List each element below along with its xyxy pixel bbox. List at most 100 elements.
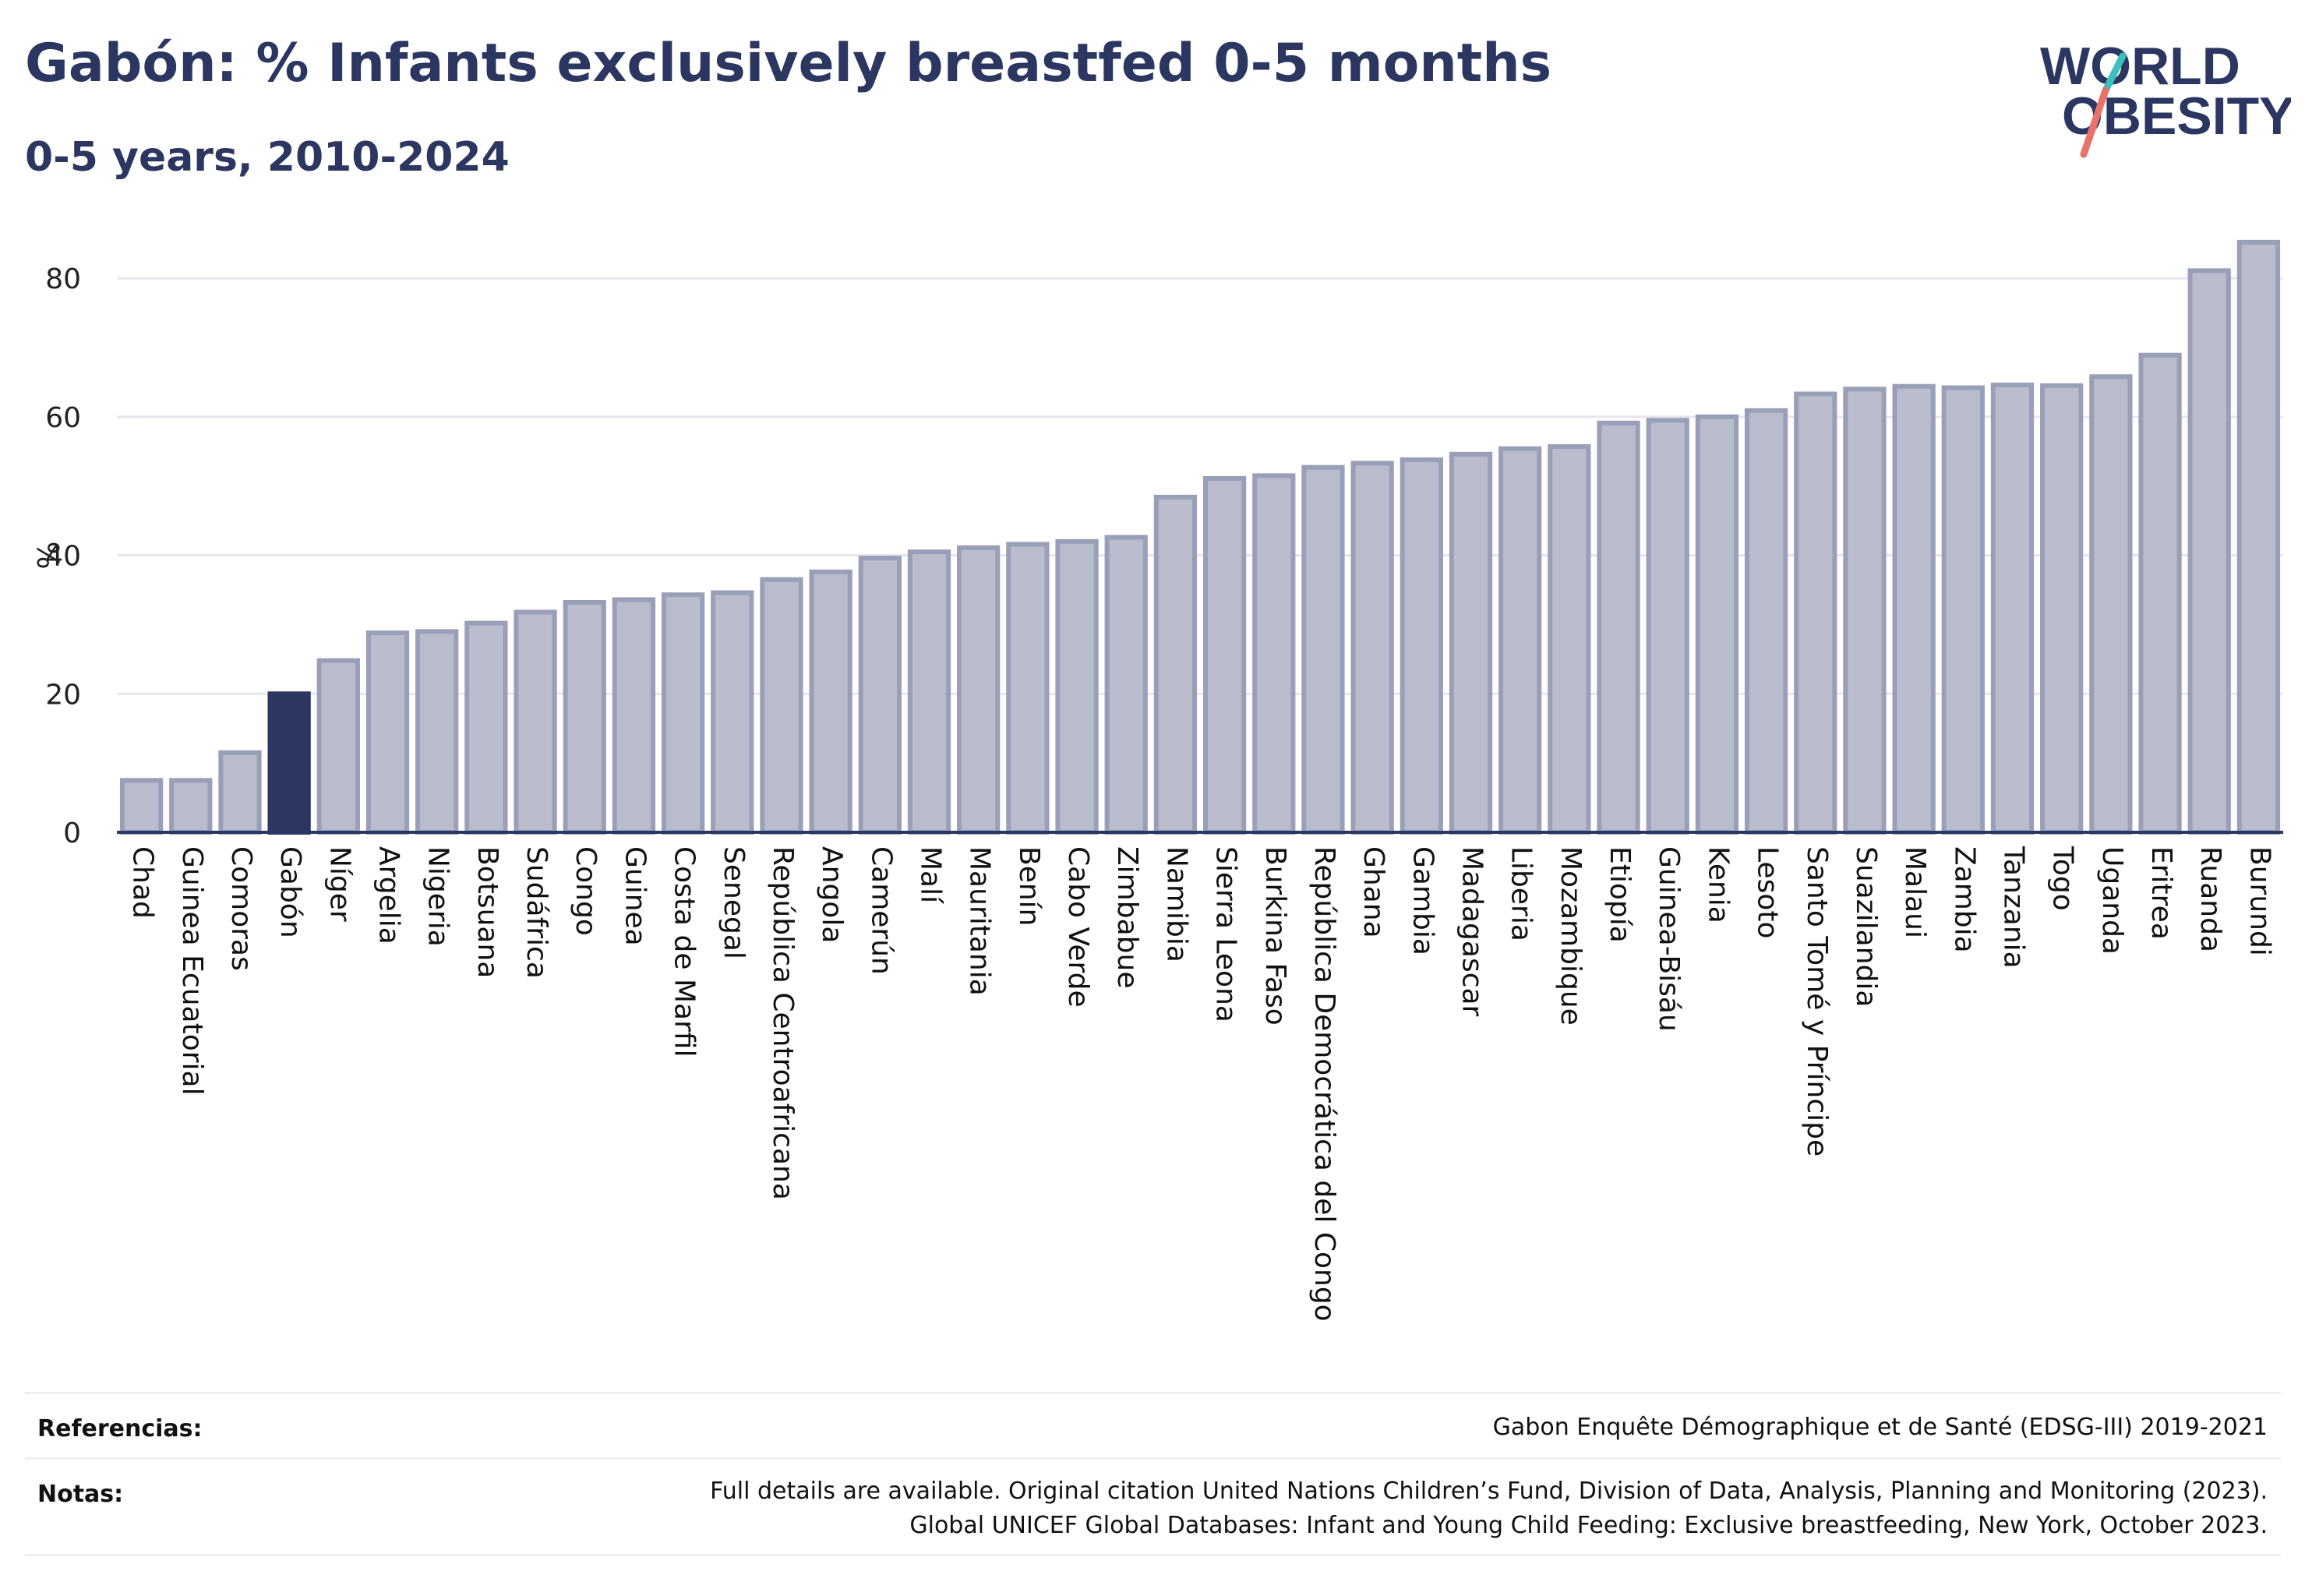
x-tick-label: Gambia bbox=[1407, 846, 1438, 955]
x-tick-label: Burundi bbox=[2243, 846, 2275, 956]
references-label: Referencias: bbox=[37, 1415, 203, 1442]
bar bbox=[316, 658, 360, 835]
x-tick-label: Costa de Marfil bbox=[669, 846, 701, 1058]
bar bbox=[1695, 414, 1739, 835]
x-tick-label: República Democrática del Congo bbox=[1308, 846, 1340, 1322]
bar bbox=[809, 569, 852, 835]
bar bbox=[1646, 418, 1689, 835]
y-tick-label: 40 bbox=[45, 541, 81, 573]
x-tick-label: Kenia bbox=[1702, 846, 1734, 923]
x-tick-label: Suazilandia bbox=[1850, 846, 1882, 1007]
notes-line-2: Global UNICEF Global Databases: Infant a… bbox=[909, 1512, 2268, 1539]
bar bbox=[563, 599, 606, 835]
x-tick-label: Guinea Ecuatorial bbox=[176, 846, 208, 1096]
bar bbox=[1548, 444, 1591, 835]
x-tick-label: Santo Tomé y Príncipe bbox=[1801, 846, 1833, 1156]
bar bbox=[1400, 457, 1443, 835]
bar bbox=[1104, 535, 1148, 835]
x-tick-label: Malí bbox=[915, 846, 947, 904]
bar bbox=[2138, 352, 2182, 835]
x-tick-label: Togo bbox=[2047, 846, 2079, 911]
bar bbox=[1597, 420, 1640, 835]
bar bbox=[365, 630, 410, 835]
x-tick-label: Benín bbox=[1013, 846, 1045, 926]
bar bbox=[1006, 542, 1050, 835]
bar bbox=[1301, 464, 1345, 835]
x-tick-label: Liberia bbox=[1505, 846, 1537, 941]
x-tick-label: Malaui bbox=[1899, 846, 1931, 938]
x-tick-label: Nigeria bbox=[422, 846, 454, 947]
bar bbox=[2236, 239, 2281, 835]
y-tick-label: 20 bbox=[45, 679, 81, 711]
x-tick-label: Tanzania bbox=[1998, 846, 2030, 969]
x-tick-label: Senegal bbox=[718, 846, 750, 959]
x-tick-label: Sudáfrica bbox=[521, 846, 552, 979]
footer-divider-top bbox=[25, 1392, 2281, 1394]
x-tick-label: Mauritania bbox=[964, 846, 996, 996]
x-tick-label: Gabón bbox=[274, 846, 306, 938]
bar bbox=[1252, 473, 1296, 835]
x-tick-label: Mozambique bbox=[1555, 846, 1587, 1026]
bar bbox=[169, 778, 213, 835]
bar bbox=[1892, 383, 1936, 835]
x-tick-label: Guinea-Bisáu bbox=[1653, 846, 1685, 1032]
bar bbox=[1449, 451, 1493, 835]
footer-divider-middle bbox=[25, 1457, 2281, 1460]
x-tick-label: Zambia bbox=[1948, 846, 1980, 953]
references-text: Gabon Enquête Démographique et de Santé … bbox=[1492, 1414, 2268, 1441]
x-tick-label: Cabo Verde bbox=[1062, 846, 1094, 1008]
chart-subtitle: 0-5 years, 2010-2024 bbox=[25, 134, 510, 181]
y-tick-label: 60 bbox=[45, 402, 81, 434]
x-tick-label: Lesoto bbox=[1752, 846, 1784, 939]
bar bbox=[2187, 268, 2231, 835]
x-tick-label: Argelia bbox=[373, 846, 405, 945]
x-tick-label: Chad bbox=[127, 846, 159, 919]
bar bbox=[1843, 387, 1887, 835]
bar bbox=[218, 750, 262, 835]
bar bbox=[711, 590, 754, 835]
y-tick-label: 0 bbox=[63, 817, 81, 849]
bar bbox=[1202, 475, 1247, 835]
bar bbox=[760, 577, 803, 835]
notes-text: Full details are available. Original cit… bbox=[710, 1474, 2268, 1543]
bar bbox=[858, 556, 902, 835]
bar bbox=[1350, 461, 1394, 835]
x-tick-label: Níger bbox=[323, 846, 355, 922]
notes-line-1: Full details are available. Original cit… bbox=[710, 1478, 2268, 1505]
x-tick-label: Angola bbox=[816, 846, 848, 943]
x-tick-label: Botsuana bbox=[471, 846, 503, 978]
x-tick-label: Sierra Leona bbox=[1210, 846, 1242, 1022]
bar bbox=[267, 691, 311, 835]
bar bbox=[2089, 374, 2133, 835]
x-tick-label: Ghana bbox=[1357, 846, 1389, 938]
bar bbox=[907, 549, 951, 835]
bar bbox=[1498, 446, 1542, 835]
x-tick-label: Guinea bbox=[619, 846, 651, 946]
x-tick-label: República Centroafricana bbox=[767, 846, 799, 1200]
bar bbox=[514, 609, 557, 835]
y-tick-label: 80 bbox=[45, 263, 81, 295]
x-tick-label: Namibia bbox=[1160, 846, 1192, 962]
bar bbox=[1153, 494, 1198, 835]
bar-chart: 0 20 40 60 80% Chad Guinea Ecuatorial Comoras Ga… bbox=[32, 239, 2283, 1322]
logo-word-world: WORLD bbox=[2040, 37, 2240, 96]
chart-title: Gabón: % Infants exclusively breastfed 0… bbox=[25, 33, 1552, 94]
bar bbox=[612, 597, 656, 835]
logo-slash-teal bbox=[2102, 52, 2127, 94]
bar bbox=[415, 629, 459, 835]
y-axis-label: % bbox=[32, 541, 66, 569]
bar bbox=[464, 620, 508, 835]
x-tick-label: Madagascar bbox=[1456, 846, 1488, 1017]
bar bbox=[1941, 385, 1985, 835]
x-tick-label: Eritrea bbox=[2145, 846, 2177, 940]
notes-label: Notas: bbox=[37, 1481, 124, 1508]
bar bbox=[119, 778, 164, 835]
bar bbox=[2040, 383, 2084, 835]
bar bbox=[957, 545, 1001, 835]
x-tick-label: Burkina Faso bbox=[1259, 846, 1291, 1026]
bar bbox=[661, 592, 705, 835]
x-tick-label: Congo bbox=[570, 846, 602, 936]
x-tick-label: Uganda bbox=[2096, 846, 2128, 955]
logo-slash-coral bbox=[2080, 87, 2109, 158]
bar bbox=[1990, 382, 2035, 835]
